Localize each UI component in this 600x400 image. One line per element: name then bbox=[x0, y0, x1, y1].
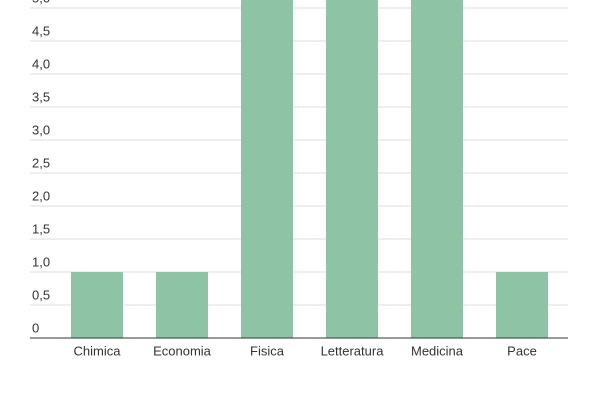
x-tick-label: Fisica bbox=[250, 343, 285, 358]
bar bbox=[326, 0, 378, 338]
y-tick-label: 4,5 bbox=[32, 23, 50, 38]
y-tick-label: 0,5 bbox=[32, 287, 50, 302]
y-tick-label: 2,5 bbox=[32, 155, 50, 170]
y-tick-label: 4,0 bbox=[32, 56, 50, 71]
y-tick-label: 3,0 bbox=[32, 122, 50, 137]
bar bbox=[496, 272, 548, 338]
x-tick-label: Medicina bbox=[411, 343, 464, 358]
x-tick-label: Pace bbox=[507, 343, 537, 358]
y-tick-label: 3,5 bbox=[32, 89, 50, 104]
bar bbox=[71, 272, 123, 338]
y-tick-label: 5,0 bbox=[32, 0, 50, 5]
y-tick-label: 2,0 bbox=[32, 188, 50, 203]
bar bbox=[411, 0, 463, 338]
y-tick-label: 0 bbox=[32, 320, 39, 335]
x-tick-label: Economia bbox=[153, 343, 212, 358]
x-tick-label: Letteratura bbox=[321, 343, 385, 358]
x-tick-label: Chimica bbox=[74, 343, 122, 358]
bar bbox=[156, 272, 208, 338]
y-tick-label: 1,0 bbox=[32, 254, 50, 269]
y-tick-label: 1,5 bbox=[32, 221, 50, 236]
bar bbox=[241, 0, 293, 338]
